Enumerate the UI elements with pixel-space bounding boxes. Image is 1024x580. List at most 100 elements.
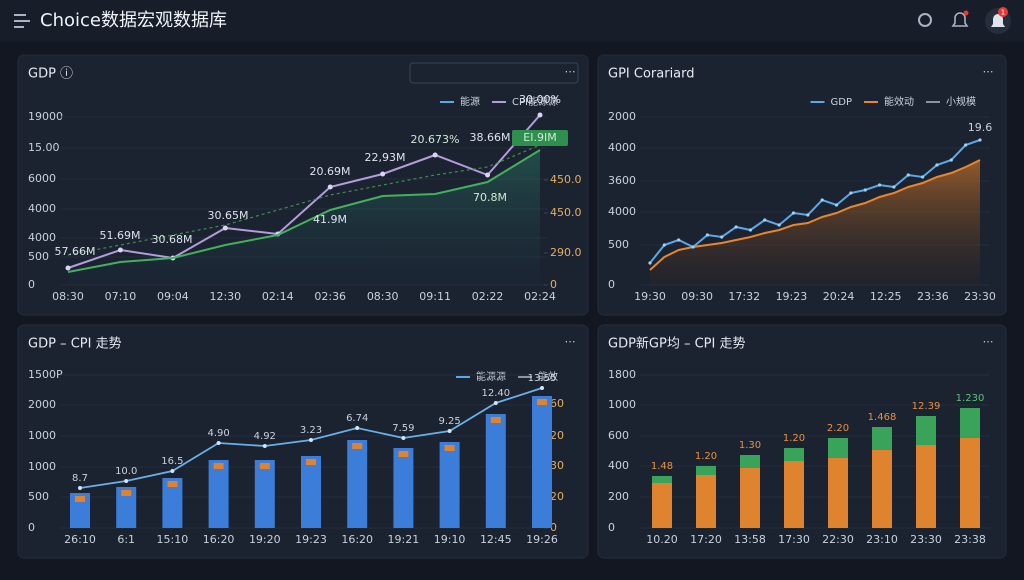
x-tick-label: 23:38 <box>954 533 986 546</box>
y-tick-label: 4000 <box>608 141 636 154</box>
y-tick-label: 1000 <box>608 398 636 411</box>
x-tick-label: 07:10 <box>105 290 137 303</box>
bar-label: 12.39 <box>912 401 941 412</box>
y-tick-label: 6000 <box>28 172 56 185</box>
y-tick-label: 0 <box>28 521 35 534</box>
annotation: 30.65M <box>208 209 249 222</box>
panel-title: GPI Corariard <box>608 67 695 82</box>
bar-segment <box>740 455 760 468</box>
point <box>216 441 221 445</box>
x-tick-label: 17:30 <box>778 533 810 546</box>
bar <box>116 487 137 528</box>
y-tick-label: 1800 <box>608 368 636 381</box>
x-tick-label: 08:30 <box>52 290 84 303</box>
y-tick-label: 1500P <box>28 368 63 381</box>
bar-label: 6.74 <box>346 413 368 424</box>
y-tick-label: 500 <box>608 238 629 251</box>
series-line <box>67 114 541 269</box>
x-tick-label: 09:11 <box>419 290 451 303</box>
bar-segment <box>916 416 936 445</box>
x-tick-label: 23:36 <box>917 290 949 303</box>
x-tick-label: 19:23 <box>295 533 327 546</box>
point <box>493 401 498 405</box>
bar-cap <box>306 459 316 465</box>
bar-label: 1.468 <box>868 412 897 423</box>
annotation: 19.6 <box>968 121 993 134</box>
notification-icon[interactable] <box>951 12 969 27</box>
menu-icon[interactable] <box>14 14 30 28</box>
y-tick-label: 3600 <box>608 174 636 187</box>
point <box>935 163 939 167</box>
x-tick-label: 17:32 <box>728 290 760 303</box>
bar-segment <box>828 458 848 528</box>
point <box>309 438 313 442</box>
annotation: EI.9IM <box>523 131 556 144</box>
y-tick-label: 0 <box>608 278 615 291</box>
x-tick-label: 02:24 <box>524 290 556 303</box>
point <box>222 225 228 231</box>
bar-segment <box>960 408 980 438</box>
x-tick-label: 12:25 <box>870 290 902 303</box>
point <box>820 198 824 202</box>
bar-segment <box>696 466 716 475</box>
point <box>863 188 867 192</box>
point <box>677 238 681 242</box>
point <box>537 112 543 118</box>
legend-label: 能源源 <box>476 370 506 383</box>
x-tick-label: 23:10 <box>866 533 898 546</box>
point <box>964 143 968 147</box>
bar-label: 9.25 <box>438 416 460 427</box>
y-tick-label: 2000 <box>608 110 636 123</box>
x-tick-label: 19:21 <box>388 533 420 546</box>
more-menu[interactable]: ⋯ <box>983 335 994 348</box>
series-line <box>67 144 541 256</box>
bar-cap <box>398 451 409 457</box>
bar-cap <box>490 417 501 423</box>
point <box>78 486 82 490</box>
more-menu[interactable]: ⋯ <box>565 335 576 348</box>
point <box>763 218 767 222</box>
bar <box>162 478 183 528</box>
panels: GDP ⓘ ⋯CPI能源源能源050040004000600015.0019000… <box>17 54 1007 559</box>
point <box>806 213 810 217</box>
point <box>662 243 666 247</box>
annotation: 30,00% <box>519 93 561 106</box>
x-tick-label: 10.20 <box>646 533 678 546</box>
bar-segment <box>652 476 672 483</box>
y-tick-label: 15.00 <box>28 141 60 154</box>
x-tick-label: 23:30 <box>910 533 942 546</box>
annotation: 51.69M <box>100 229 141 242</box>
bar-segment <box>872 427 892 450</box>
badge <box>512 130 568 146</box>
bar-label: 1.20 <box>695 451 717 462</box>
bar-label: 4.90 <box>207 428 229 439</box>
y2-tick-label: 60 <box>550 397 564 410</box>
legend-label: CPI能源源 <box>512 95 558 108</box>
bar-segment <box>960 438 980 528</box>
more-menu[interactable]: ⋯ <box>565 65 576 78</box>
y2-tick-label: 290.0 <box>550 246 582 259</box>
bar-segment <box>828 438 848 458</box>
y2-tick-label: 450.0 <box>550 206 582 219</box>
x-tick-label: 12:45 <box>480 533 512 546</box>
bar-label: 10.0 <box>115 466 137 477</box>
more-menu[interactable]: ⋯ <box>983 65 994 78</box>
bar <box>485 414 506 528</box>
point <box>849 191 853 195</box>
x-tick-label: 19:20 <box>249 533 281 546</box>
panel-title: GDP – CPI 走势 <box>28 336 122 352</box>
bar-cap <box>352 443 363 449</box>
settings-icon[interactable] <box>918 13 932 27</box>
annotation: 20.673% <box>411 133 460 146</box>
bar-segment <box>872 450 892 528</box>
annotation: 57.66M <box>55 245 96 258</box>
point <box>380 171 386 177</box>
x-tick-label: 08:30 <box>367 290 399 303</box>
bar-label: 7.59 <box>392 423 414 434</box>
bar-segment <box>784 448 804 461</box>
point <box>124 479 129 483</box>
y2-tick-label: 0 <box>550 521 557 534</box>
x-tick-label: 22:30 <box>822 533 854 546</box>
annotation: 70.8M <box>473 191 507 204</box>
y-tick-label: 0 <box>608 521 615 534</box>
